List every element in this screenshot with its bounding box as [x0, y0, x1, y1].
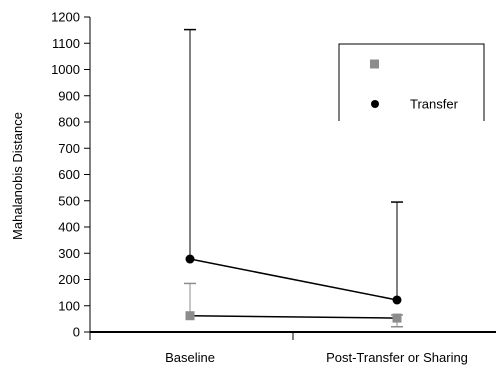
y-tick-label: 600: [58, 167, 80, 182]
y-tick-label: 200: [58, 272, 80, 287]
data-point: [392, 313, 402, 323]
legend-marker: [370, 59, 379, 69]
series-1: [184, 282, 403, 328]
y-tick-label: 100: [58, 298, 80, 313]
y-tick-label: 500: [58, 193, 80, 208]
y-axis-title: Mahalanobis Distance: [10, 112, 25, 240]
legend-label: Transfer: [410, 97, 459, 112]
y-tick-label: 1200: [51, 10, 80, 25]
legend: Transfer: [338, 43, 485, 121]
series-layer: [184, 28, 403, 328]
y-tick-label: 800: [58, 115, 80, 130]
y-tick-label: 700: [58, 141, 80, 156]
y-tick-label: 1000: [51, 62, 80, 77]
legend-marker: [371, 100, 379, 108]
x-tick-label: Post-Transfer or Sharing: [326, 350, 468, 365]
series-line: [189, 258, 398, 301]
y-ticks: 0 100 200 300 400 500 600 700 800 900 1000 1100 1200: [51, 10, 90, 340]
data-point: [185, 254, 195, 264]
series-line: [189, 314, 398, 319]
x-ticks: Baseline Post-Transfer or Sharing: [165, 350, 468, 365]
series-2: [184, 28, 403, 305]
y-tick-label: 900: [58, 88, 80, 103]
y-tick-label: 1100: [52, 36, 80, 51]
data-point: [392, 295, 402, 305]
y-tick-label: 300: [58, 246, 80, 261]
y-tick-label: 400: [58, 220, 80, 235]
x-tick-label: Baseline: [165, 350, 215, 365]
data-point: [185, 311, 195, 321]
y-tick-label: 0: [73, 325, 80, 340]
